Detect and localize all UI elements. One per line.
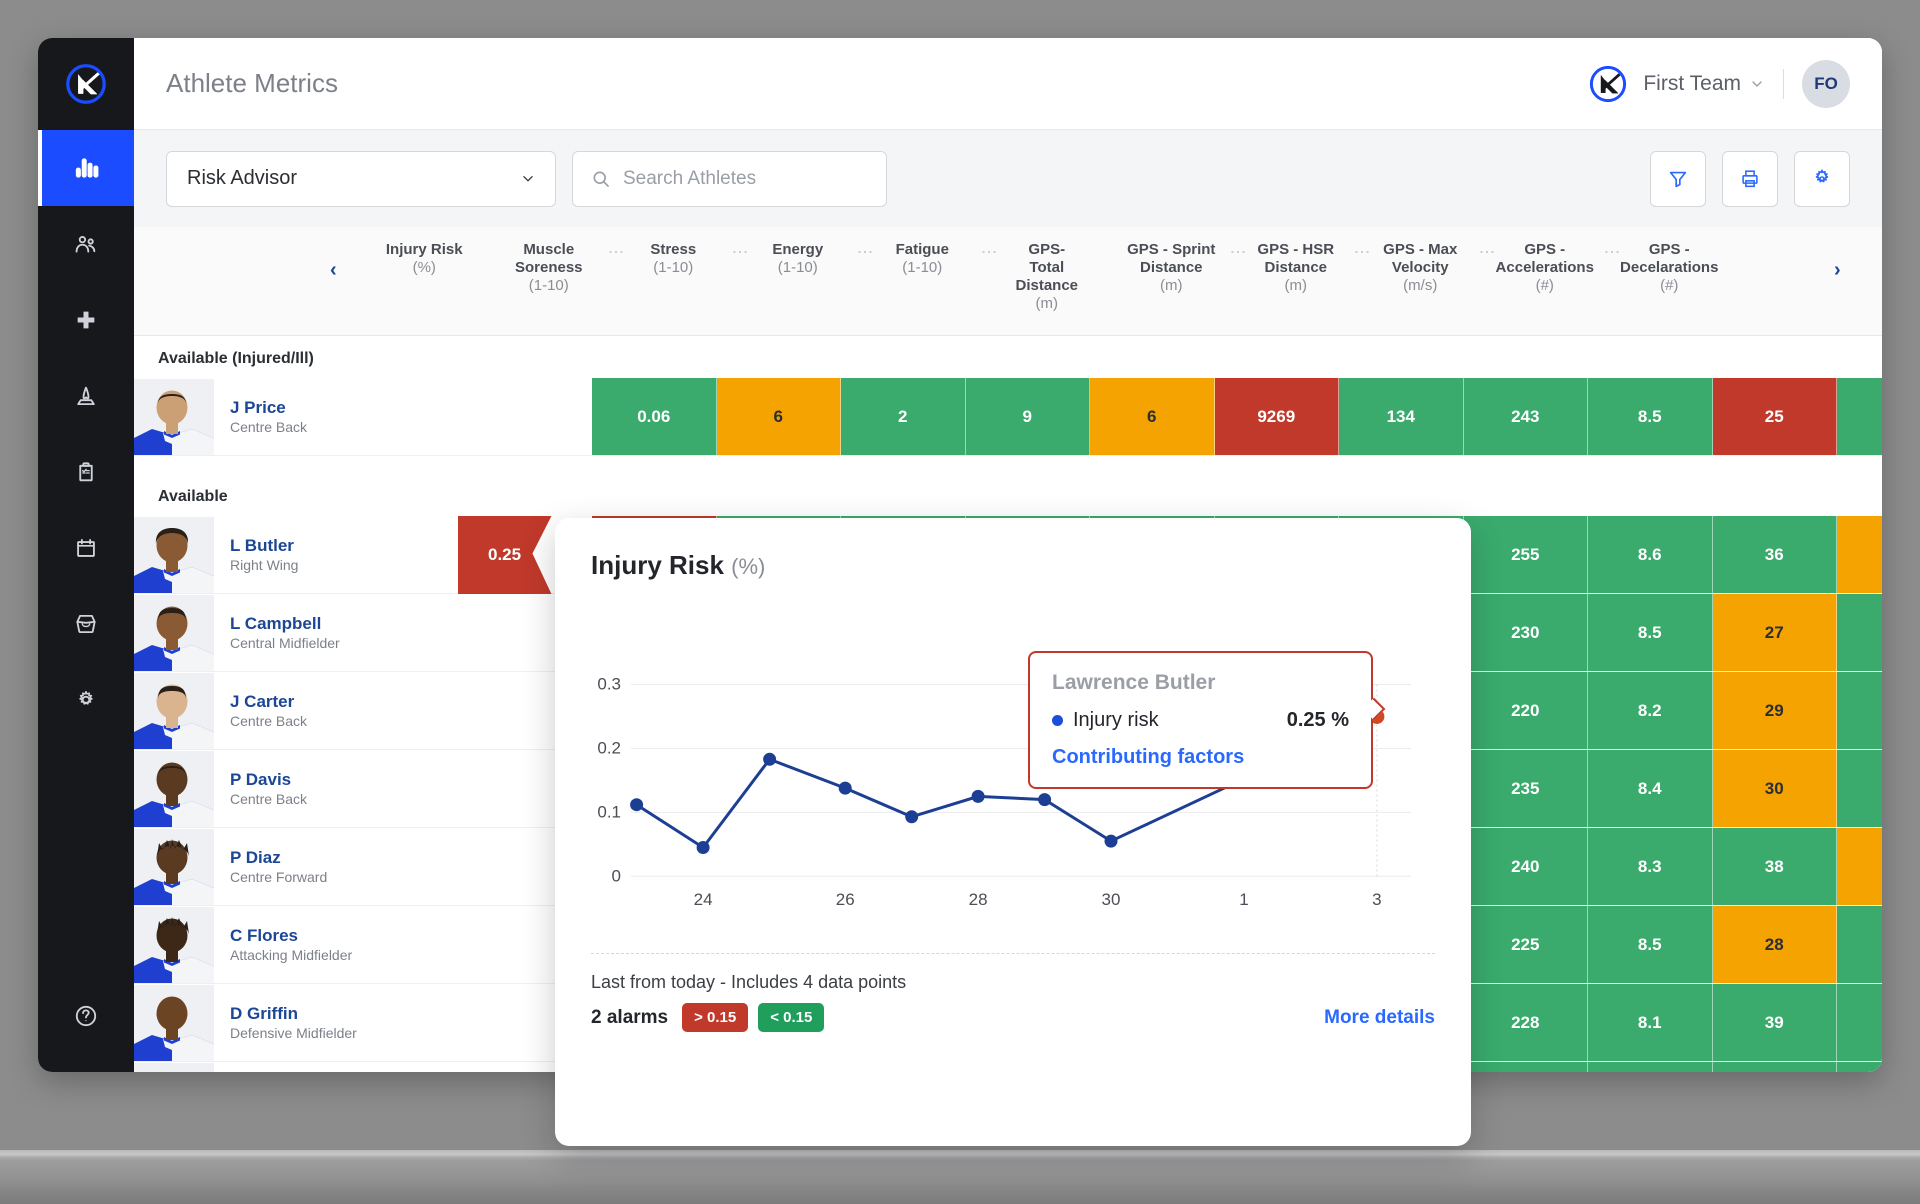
svg-text:0: 0 [612,866,621,885]
svg-text:0.1: 0.1 [597,802,621,821]
svg-text:30: 30 [1102,890,1121,909]
svg-text:24: 24 [694,890,713,909]
svg-text:26: 26 [836,890,855,909]
svg-text:3: 3 [1372,890,1381,909]
svg-text:0.3: 0.3 [597,675,621,694]
svg-text:1: 1 [1239,890,1248,909]
svg-text:28: 28 [969,890,988,909]
svg-text:0.2: 0.2 [597,739,621,758]
